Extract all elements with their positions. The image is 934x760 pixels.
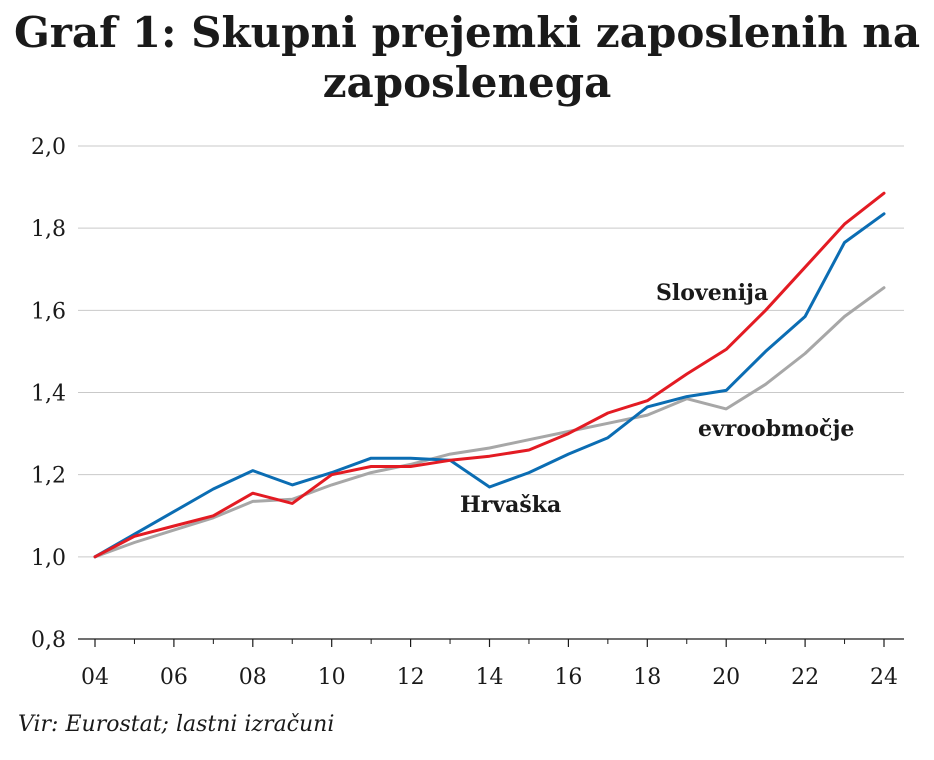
gridlines: 0,8 1,0 1,2 1,4 1,6 1,8 2,0 bbox=[31, 135, 904, 653]
series-lines bbox=[93, 191, 886, 559]
y-tick-label: 1,8 bbox=[31, 217, 66, 242]
y-tick-label: 2,0 bbox=[31, 135, 66, 160]
series-label: Slovenija bbox=[656, 280, 768, 306]
x-tick-label: 14 bbox=[476, 665, 504, 690]
x-tick-label: 10 bbox=[318, 665, 346, 690]
x-tick-label: 12 bbox=[397, 665, 425, 690]
series-line-evroobmočje bbox=[93, 286, 886, 559]
y-tick-label: 1,6 bbox=[31, 299, 66, 324]
series-labels: Slovenija Hrvaška evroobmočje bbox=[460, 280, 854, 518]
x-tick-label: 08 bbox=[239, 665, 267, 690]
chart-title: Graf 1: Skupni prejemki zaposlenih na za… bbox=[13, 8, 921, 107]
x-tick-label: 06 bbox=[160, 665, 188, 690]
y-tick-label: 0,8 bbox=[31, 628, 66, 653]
x-tick-label: 24 bbox=[870, 665, 898, 690]
series-label: evroobmočje bbox=[698, 416, 854, 442]
y-tick-label: 1,0 bbox=[31, 546, 66, 571]
line-chart: 0,8 1,0 1,2 1,4 1,6 1,8 2,0 04 06 08 10 12 14 16 18 20… bbox=[31, 135, 904, 690]
series-line-Slovenija bbox=[93, 191, 886, 559]
x-tick-label: 20 bbox=[712, 665, 740, 690]
x-tick-label: 18 bbox=[633, 665, 661, 690]
source-note: Vir: Eurostat; lastni izračuni bbox=[18, 712, 335, 737]
x-tick-label: 16 bbox=[554, 665, 582, 690]
x-tick-label: 22 bbox=[791, 665, 819, 690]
series-label: Hrvaška bbox=[460, 492, 561, 518]
y-tick-label: 1,2 bbox=[31, 464, 66, 489]
x-axis: 04 06 08 10 12 14 16 18 20 22 24 bbox=[78, 638, 904, 690]
x-tick-label: 04 bbox=[81, 665, 109, 690]
series-line-Hrvaška bbox=[93, 212, 886, 559]
y-tick-label: 1,4 bbox=[31, 382, 66, 407]
